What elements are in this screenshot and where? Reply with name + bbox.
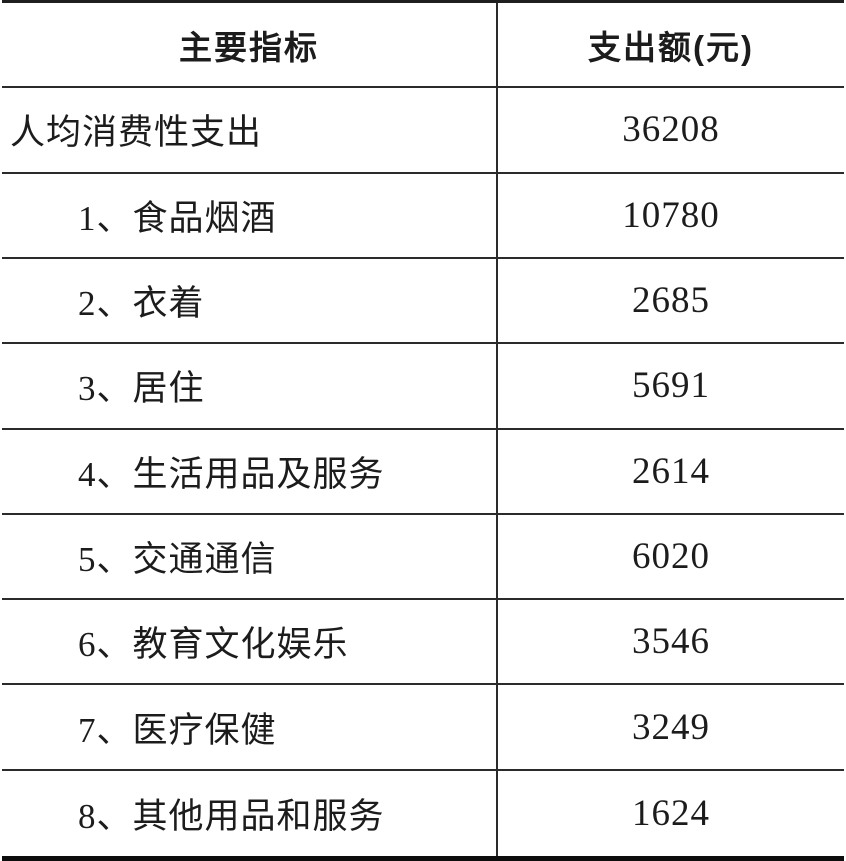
table-row: 3、居住 5691 (2, 344, 844, 430)
table-header-row: 主要指标 支出额(元) (2, 3, 844, 89)
amount-cell: 6020 (632, 535, 710, 577)
amount-cell: 2685 (632, 280, 710, 322)
table-row: 7、医疗保健 3249 (2, 685, 844, 771)
table-row: 5、交通通信 6020 (2, 514, 844, 601)
table-row: 2、衣着 2685 (2, 258, 844, 345)
indicator-cell: 6、教育文化娱乐 (2, 600, 498, 684)
indicator-cell: 8、其他用品和服务 (2, 770, 498, 856)
table-row: 8、其他用品和服务 1624 (2, 770, 844, 856)
amount-cell: 10780 (622, 194, 720, 236)
indicator-cell: 人均消费性支出 (2, 88, 498, 172)
indicator-cell: 1、食品烟酒 (2, 173, 498, 257)
table-row: 1、食品烟酒 10780 (2, 173, 844, 259)
amount-cell: 36208 (622, 109, 720, 151)
amount-cell: 1624 (632, 792, 710, 834)
table-row: 6、教育文化娱乐 3546 (2, 600, 844, 686)
indicator-cell: 2、衣着 (2, 258, 498, 343)
indicator-cell: 4、生活用品及服务 (2, 429, 498, 513)
indicator-cell: 7、医疗保健 (2, 685, 498, 769)
indicator-cell: 5、交通通信 (2, 514, 498, 599)
amount-cell: 5691 (632, 365, 710, 407)
indicator-cell: 3、居住 (2, 344, 498, 428)
table-row: 4、生活用品及服务 2614 (2, 429, 844, 515)
header-amount: 支出额(元) (588, 28, 754, 66)
table-row: 人均消费性支出 36208 (2, 88, 844, 174)
amount-cell: 2614 (632, 450, 710, 492)
amount-cell: 3546 (632, 621, 710, 663)
amount-cell: 3249 (632, 706, 710, 748)
header-indicator: 主要指标 (2, 3, 498, 87)
